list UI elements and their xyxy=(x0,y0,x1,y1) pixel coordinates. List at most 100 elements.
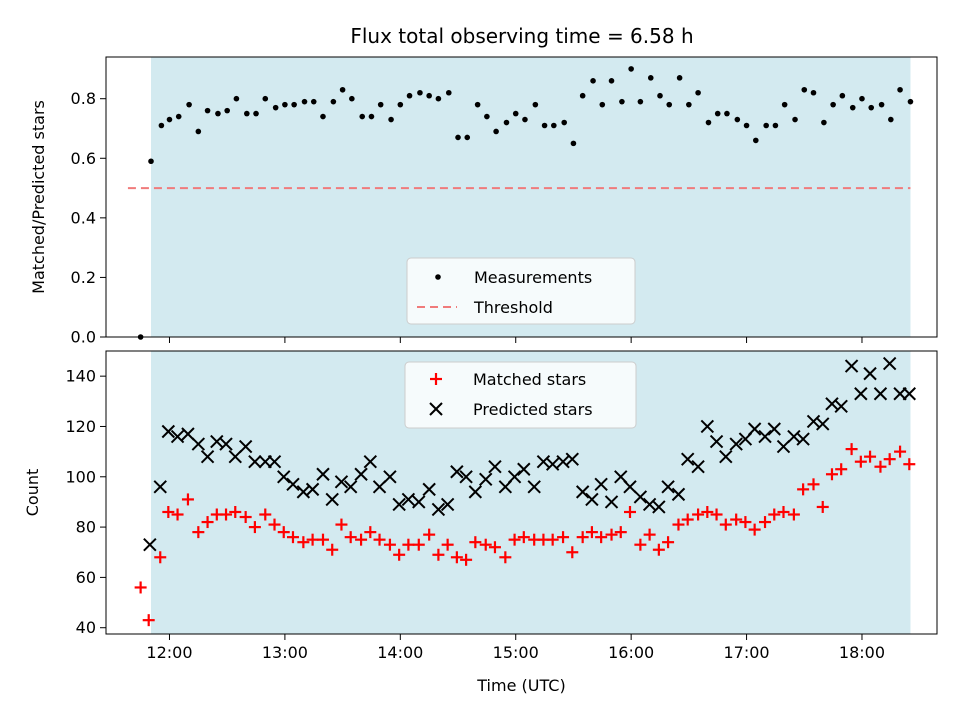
matched-star-point xyxy=(220,508,233,521)
predicted-star-stroke xyxy=(422,482,436,497)
measurement-point xyxy=(166,116,173,123)
matched-star-point xyxy=(854,455,867,468)
predicted-star-point xyxy=(507,470,522,484)
predicted-star-stroke xyxy=(633,490,648,504)
measurement-point xyxy=(204,107,211,114)
predicted-star-stroke xyxy=(758,429,772,444)
bottom-y-ticks: 40 60 80 100 120 140 xyxy=(65,367,106,637)
matched-star-point xyxy=(364,526,377,539)
predicted-star-stroke xyxy=(709,434,724,449)
predicted-star-point xyxy=(517,462,531,476)
predicted-star-point xyxy=(488,460,502,474)
measurement-point xyxy=(647,75,654,81)
predicted-star-point xyxy=(671,487,686,502)
predicted-star-stroke xyxy=(238,439,253,454)
predicted-star-point xyxy=(565,452,579,466)
predicted-star-stroke xyxy=(671,487,686,502)
bottom-y-tick-label: 140 xyxy=(65,367,96,386)
predicted-star-stroke xyxy=(267,454,282,469)
legend-measurements-marker xyxy=(435,274,441,280)
matched-star-point xyxy=(393,548,406,561)
bottom-x-tick-label: 14:00 xyxy=(377,643,423,662)
matched-star-point xyxy=(557,531,570,544)
measurement-point xyxy=(339,86,346,93)
measurement-point xyxy=(676,75,683,81)
top-x-ticks xyxy=(168,337,863,343)
predicted-star-point xyxy=(286,477,300,492)
predicted-star-stroke xyxy=(343,480,358,494)
predicted-star-point xyxy=(767,422,781,436)
matched-star-point xyxy=(787,508,800,521)
predicted-star-point xyxy=(747,422,762,436)
matched-star-point xyxy=(488,541,501,554)
measurement-point xyxy=(579,92,586,99)
predicted-star-stroke xyxy=(747,422,762,436)
predicted-star-point xyxy=(719,449,733,464)
matched-star-point xyxy=(662,536,675,549)
predicted-star-stroke xyxy=(412,495,426,509)
predicted-star-stroke xyxy=(614,470,628,484)
predicted-star-point xyxy=(170,429,185,444)
matched-star-point xyxy=(585,526,598,539)
predicted-star-stroke xyxy=(363,454,378,469)
bottom-legend: Matched stars Predicted stars xyxy=(404,361,637,429)
matched-star-point xyxy=(326,543,339,556)
measurement-point xyxy=(349,95,355,102)
matched-star-point xyxy=(807,478,820,491)
matched-star-point xyxy=(316,533,329,546)
bottom-x-tick-label: 15:00 xyxy=(493,643,539,662)
measurement-point xyxy=(570,140,577,147)
matched-star-point xyxy=(903,458,916,471)
measurement-point xyxy=(282,101,288,108)
top-y-tick-label: 0.2 xyxy=(71,268,96,287)
measurement-point xyxy=(377,101,384,108)
measurement-point xyxy=(590,78,596,84)
measurement-point xyxy=(426,92,432,99)
measurement-point xyxy=(724,110,730,117)
predicted-star-stroke xyxy=(440,497,455,512)
predicted-star-stroke xyxy=(401,492,416,507)
predicted-star-point xyxy=(661,480,675,494)
matched-star-point xyxy=(777,505,790,518)
measurement-point xyxy=(551,122,557,129)
bottom-x-tick-label: 16:00 xyxy=(608,643,654,662)
measurement-point xyxy=(657,92,663,99)
matched-star-point xyxy=(432,548,445,561)
matched-star-point xyxy=(797,483,810,496)
measurement-point xyxy=(253,110,259,117)
measurement-point xyxy=(743,122,750,129)
predicted-star-point xyxy=(238,439,253,454)
predicted-star-point xyxy=(200,449,215,464)
measurement-point xyxy=(195,128,202,135)
matched-star-point xyxy=(835,463,848,476)
matched-star-point xyxy=(748,523,761,536)
measurement-point xyxy=(224,107,230,114)
predicted-star-point xyxy=(228,449,242,464)
measurement-point xyxy=(666,101,673,108)
predicted-star-stroke xyxy=(767,422,781,436)
measurement-point xyxy=(781,101,788,108)
matched-star-point xyxy=(259,508,272,521)
measurement-point xyxy=(158,122,165,129)
predicted-star-stroke xyxy=(191,437,206,451)
measurement-point xyxy=(763,122,769,129)
matched-star-point xyxy=(816,500,829,513)
predicted-star-stroke xyxy=(161,424,176,439)
matched-star-point xyxy=(874,460,887,473)
measurement-point xyxy=(435,95,442,102)
predicted-star-point xyxy=(816,417,830,431)
predicted-star-point xyxy=(191,437,206,451)
predicted-star-stroke xyxy=(834,399,848,414)
measurements-points xyxy=(137,66,914,340)
predicted-star-point xyxy=(796,432,810,446)
measurement-point xyxy=(455,134,461,141)
measurement-point xyxy=(397,101,404,108)
matched-star-point xyxy=(605,528,618,541)
measurement-point xyxy=(619,98,625,105)
matched-star-point xyxy=(595,531,608,544)
measurement-point xyxy=(262,95,269,102)
measurement-point xyxy=(484,113,490,120)
predicted-star-point xyxy=(604,495,619,509)
measurement-point xyxy=(359,113,366,120)
predicted-star-stroke xyxy=(796,432,810,446)
